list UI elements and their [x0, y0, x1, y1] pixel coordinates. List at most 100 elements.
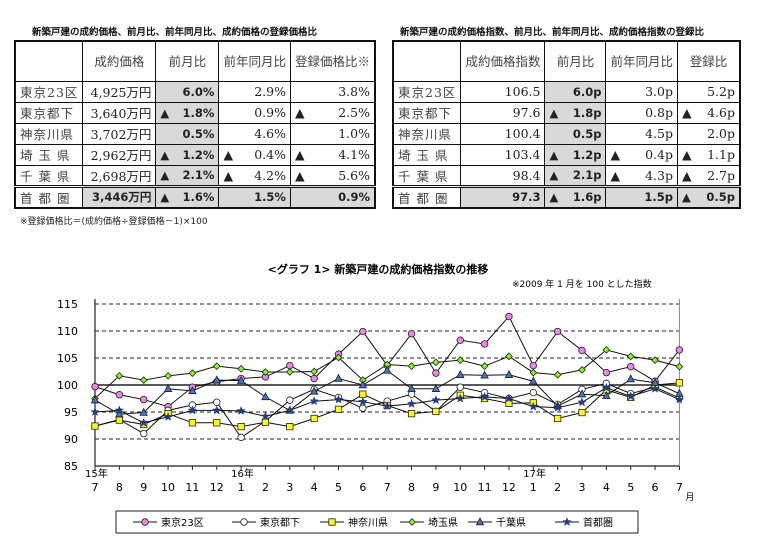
- price-table: 成約価格 前月比 前年同月比 登録価格比※ 東京23区 4,925万円 6.0% 2.9% 3.…: [14, 40, 376, 209]
- x-tick-label: 4: [311, 481, 318, 494]
- data-point: [432, 369, 440, 377]
- yoy-value: 0.9%: [254, 105, 286, 120]
- yoy-value: 4.5p: [645, 126, 673, 141]
- legend-marker-circle-icon: [141, 518, 149, 526]
- data-point: [480, 362, 489, 370]
- yoy-cell: ▲ 4.3p: [605, 164, 678, 187]
- data-point: [552, 402, 563, 412]
- x-unit-label: 月: [685, 492, 694, 503]
- data-point: [91, 382, 99, 391]
- area-cell: 首 都 圏: [14, 184, 84, 208]
- legend-label: 埼玉県: [428, 516, 458, 529]
- area-cell: 埼 玉 県: [14, 143, 84, 166]
- data-point: [359, 327, 367, 336]
- table-row: 千 葉 県 2,698万円 ▲ 2.1% ▲ 4.2% ▲ 5.6%: [14, 164, 376, 187]
- data-point: [236, 405, 246, 415]
- mom-value: 0.5p: [572, 126, 602, 141]
- legend-label: 首都圏: [583, 516, 613, 529]
- mom-value: 1.2%: [182, 147, 215, 162]
- legend-label: 神奈川県: [348, 516, 388, 529]
- data-point: [261, 392, 270, 401]
- x-tick-label: 7: [384, 481, 391, 494]
- data-point: [456, 383, 464, 391]
- column-header: 成約価格: [82, 40, 157, 82]
- data-point: [480, 340, 489, 348]
- year-label: 15年: [85, 467, 108, 480]
- mom-cell: 6.0%: [155, 80, 220, 103]
- reg-value: 0.9%: [338, 190, 370, 204]
- price-cell: 98.4: [460, 164, 546, 187]
- data-point: [163, 411, 173, 421]
- column-header: 成約価格指数: [460, 40, 546, 82]
- data-point: [407, 362, 416, 370]
- price-cell: 97.6: [460, 101, 546, 124]
- mom-cell: 6.0p: [544, 80, 607, 103]
- data-point: [139, 376, 148, 385]
- x-tick-label: 9: [140, 481, 147, 494]
- data-point: [334, 353, 343, 362]
- mom-cell: ▲ 1.2%: [155, 143, 220, 166]
- data-point: [211, 405, 222, 415]
- data-point: [602, 390, 611, 400]
- data-point: [188, 369, 197, 377]
- data-point: [286, 422, 294, 431]
- x-tick-label: 2: [554, 481, 561, 494]
- mom-cell: 0.5%: [155, 122, 220, 145]
- data-point: [455, 393, 466, 403]
- mom-value: 2.1p: [572, 168, 602, 182]
- price-cell: 3,446万円: [82, 184, 157, 208]
- year-label: 17年: [523, 467, 546, 480]
- data-point: [114, 405, 125, 415]
- y-tick-label: 110: [57, 325, 78, 338]
- data-point: [480, 370, 489, 379]
- column-header: [14, 40, 84, 82]
- reg-value: 3.8%: [338, 84, 370, 99]
- y-tick-label: 90: [64, 433, 78, 446]
- data-point: [91, 422, 99, 430]
- y-tick-label: 100: [57, 379, 78, 392]
- x-tick-label: 10: [453, 481, 467, 494]
- x-tick-label: 11: [185, 481, 199, 494]
- y-tick-label: 95: [64, 406, 78, 419]
- data-point: [90, 406, 100, 417]
- yoy-value: 0.4%: [254, 147, 286, 162]
- data-point: [382, 401, 392, 411]
- mom-value: 6.0%: [182, 84, 215, 99]
- data-point: [554, 414, 562, 423]
- data-point: [382, 365, 392, 374]
- down-triangle-icon: ▲: [160, 168, 170, 182]
- left-table-title: 新築戸建の成約価格、前月比、前年同月比、成約価格の登録価格比: [32, 27, 318, 38]
- price-cell: 4,925万円: [82, 80, 157, 103]
- yoy-value: 1.5p: [644, 190, 673, 204]
- mom-cell: ▲ 1.6%: [155, 184, 220, 208]
- down-triangle-icon: ▲: [294, 105, 305, 120]
- x-tick-label: 8: [116, 481, 123, 494]
- data-point: [310, 414, 318, 423]
- area-cell: 神奈川県: [392, 122, 462, 145]
- x-tick-label: 4: [603, 481, 610, 494]
- data-point: [188, 386, 197, 395]
- data-point: [260, 411, 271, 421]
- chart-title: <グラフ 1> 新築戸建の成約価格指数の推移: [268, 262, 489, 276]
- data-point: [456, 356, 465, 365]
- data-point: [115, 391, 124, 399]
- column-header: 前年同月比: [218, 40, 291, 82]
- area-cell: 首 都 圏: [392, 184, 462, 208]
- column-header: 前月比: [544, 40, 607, 82]
- mom-value: 1.2p: [572, 147, 602, 162]
- reg-value: 5.2p: [707, 84, 735, 99]
- data-point: [407, 330, 416, 338]
- data-point: [187, 405, 198, 415]
- data-point: [505, 352, 513, 361]
- legend-marker-square-icon: [328, 518, 336, 526]
- down-triangle-icon: ▲: [549, 147, 559, 162]
- down-triangle-icon: ▲: [610, 167, 621, 183]
- down-triangle-icon: ▲: [682, 190, 691, 204]
- data-point: [139, 395, 148, 404]
- data-point: [529, 388, 537, 397]
- data-point: [528, 401, 539, 411]
- yoy-value: 4.6%: [254, 126, 286, 141]
- y-tick-label: 115: [57, 298, 78, 311]
- data-point: [333, 394, 344, 404]
